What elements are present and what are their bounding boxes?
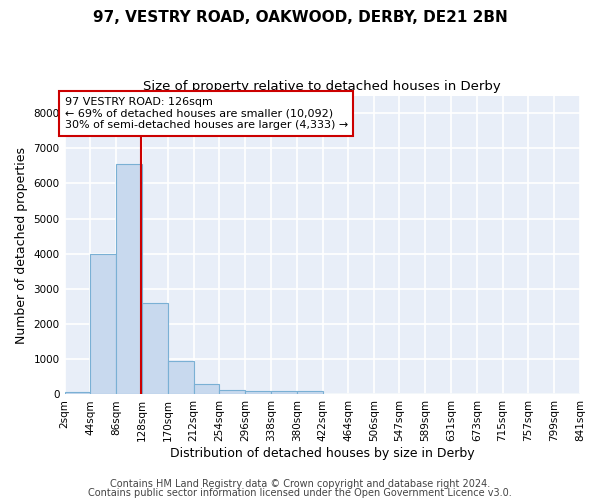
Text: Contains public sector information licensed under the Open Government Licence v3: Contains public sector information licen…	[88, 488, 512, 498]
Bar	[194, 384, 220, 394]
Bar	[65, 392, 91, 394]
Title: Size of property relative to detached houses in Derby: Size of property relative to detached ho…	[143, 80, 501, 93]
Bar	[168, 361, 194, 394]
Bar	[116, 164, 142, 394]
Bar	[142, 303, 168, 394]
Text: 97 VESTRY ROAD: 126sqm
← 69% of detached houses are smaller (10,092)
30% of semi: 97 VESTRY ROAD: 126sqm ← 69% of detached…	[65, 97, 348, 130]
Text: 97, VESTRY ROAD, OAKWOOD, DERBY, DE21 2BN: 97, VESTRY ROAD, OAKWOOD, DERBY, DE21 2B…	[92, 10, 508, 25]
Bar	[220, 390, 245, 394]
Bar	[271, 392, 297, 394]
Bar	[245, 392, 271, 394]
X-axis label: Distribution of detached houses by size in Derby: Distribution of detached houses by size …	[170, 447, 475, 460]
Y-axis label: Number of detached properties: Number of detached properties	[15, 146, 28, 344]
Text: Contains HM Land Registry data © Crown copyright and database right 2024.: Contains HM Land Registry data © Crown c…	[110, 479, 490, 489]
Bar	[297, 392, 323, 394]
Bar	[91, 254, 116, 394]
